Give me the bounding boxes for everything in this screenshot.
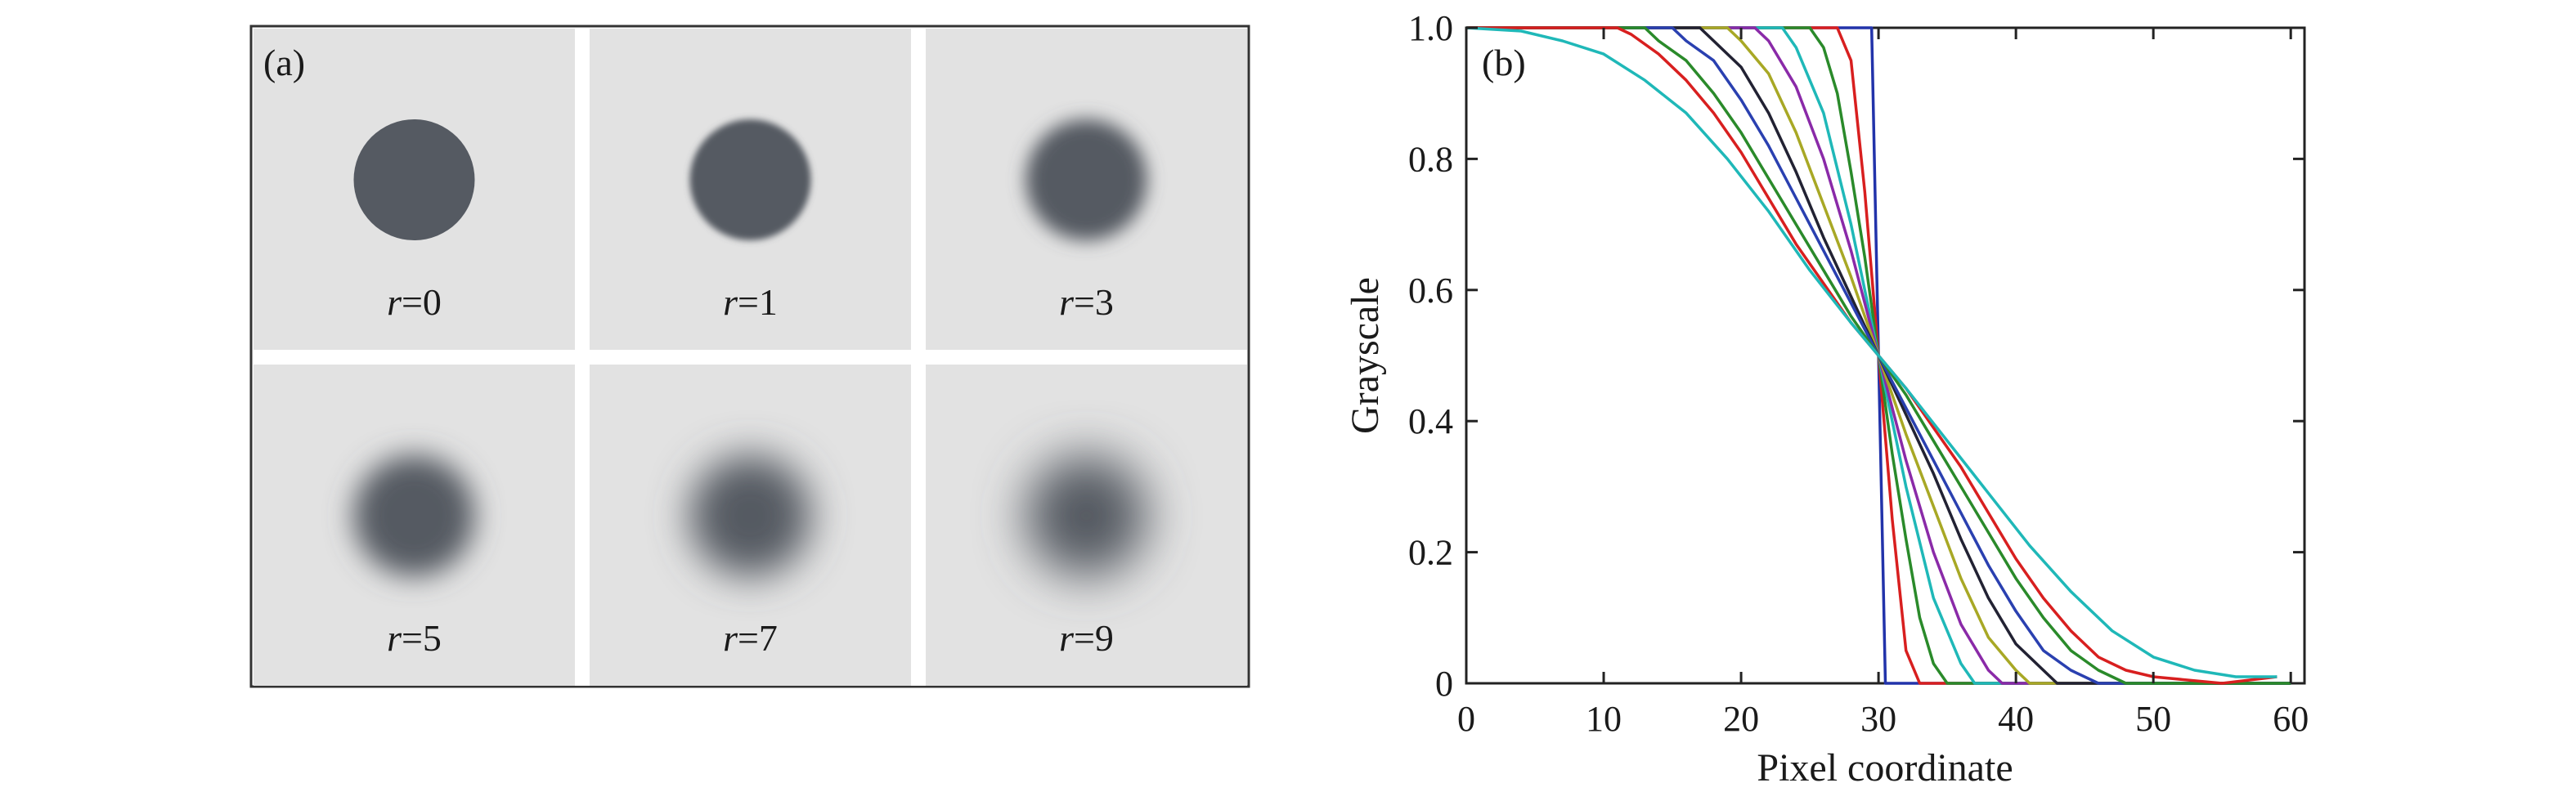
y-tick-label: 0.8 xyxy=(1408,139,1453,179)
tile-label-value: =0 xyxy=(402,281,442,323)
y-tick-label: 0.6 xyxy=(1408,271,1453,311)
tile-label-value: =9 xyxy=(1074,617,1114,659)
disk xyxy=(1025,455,1147,576)
y-axis-label: Grayscale xyxy=(1344,277,1387,434)
y-tick-label: 0.2 xyxy=(1408,533,1453,573)
tile-label-value: =5 xyxy=(402,617,442,659)
tile-label-value: =3 xyxy=(1074,281,1114,323)
separator-horizontal xyxy=(254,350,1247,365)
tile-label-value: =1 xyxy=(738,281,778,323)
y-tick-label: 1.0 xyxy=(1408,8,1453,48)
x-axis-label: Pixel coordinate xyxy=(1757,746,2013,790)
tile-label: r=7 xyxy=(723,617,778,659)
panel-b-label: (b) xyxy=(1482,42,1526,83)
panel-b: 0 10 20 30 40 50 60 0 0.2 0.4 0.6 0.8 1.0 (b) Pixel … xyxy=(1344,8,2309,790)
series-line-11 xyxy=(1465,26,2278,678)
y-tick-label: 0 xyxy=(1435,664,1453,704)
tile-r9: r=9 xyxy=(926,365,1247,686)
x-tick-label: 30 xyxy=(1860,699,1896,739)
tile-r0: r=0 xyxy=(254,29,575,350)
x-tick-label: 50 xyxy=(2135,699,2171,739)
tile-label-var: r xyxy=(1059,617,1075,659)
tile-label: r=9 xyxy=(1059,617,1114,659)
tile-r1: r=1 xyxy=(590,29,911,350)
series-line-10 xyxy=(1466,26,2278,685)
x-tick-label: 0 xyxy=(1457,699,1475,739)
series-group xyxy=(1465,26,2291,685)
tile-label: r=0 xyxy=(387,281,442,323)
disk xyxy=(353,455,475,576)
tile-label: r=1 xyxy=(723,281,778,323)
tile-label-var: r xyxy=(1059,281,1075,323)
disk xyxy=(689,119,811,240)
tile-label-var: r xyxy=(723,617,738,659)
tile-r3: r=3 xyxy=(926,29,1247,350)
tile-label: r=5 xyxy=(387,617,442,659)
panel-a: r=0 r=1 r=3r=5 r=7 r=9 (a) xyxy=(249,25,1250,688)
tile-label-var: r xyxy=(723,281,738,323)
ticks-group: 0 10 20 30 40 50 60 0 0.2 0.4 0.6 0.8 1.0 xyxy=(1408,8,2309,739)
x-tick-label: 10 xyxy=(1586,699,1622,739)
x-tick-label: 60 xyxy=(2273,699,2309,739)
tile-r7: r=7 xyxy=(590,365,911,686)
disk xyxy=(1025,119,1147,240)
tile-label-var: r xyxy=(387,281,402,323)
y-tick-label: 0.4 xyxy=(1408,401,1453,441)
tile-label: r=3 xyxy=(1059,281,1114,323)
tile-r5: r=5 xyxy=(254,365,575,686)
disk xyxy=(689,455,811,576)
tile-label-value: =7 xyxy=(738,617,778,659)
plot-frame xyxy=(1465,26,2306,685)
disk xyxy=(353,119,475,240)
panel-a-label: (a) xyxy=(263,42,305,83)
tiles: r=0 r=1 r=3r=5 r=7 r=9 xyxy=(254,29,1247,686)
x-tick-label: 40 xyxy=(1998,699,2034,739)
tile-label-var: r xyxy=(387,617,402,659)
x-tick-label: 20 xyxy=(1723,699,1759,739)
